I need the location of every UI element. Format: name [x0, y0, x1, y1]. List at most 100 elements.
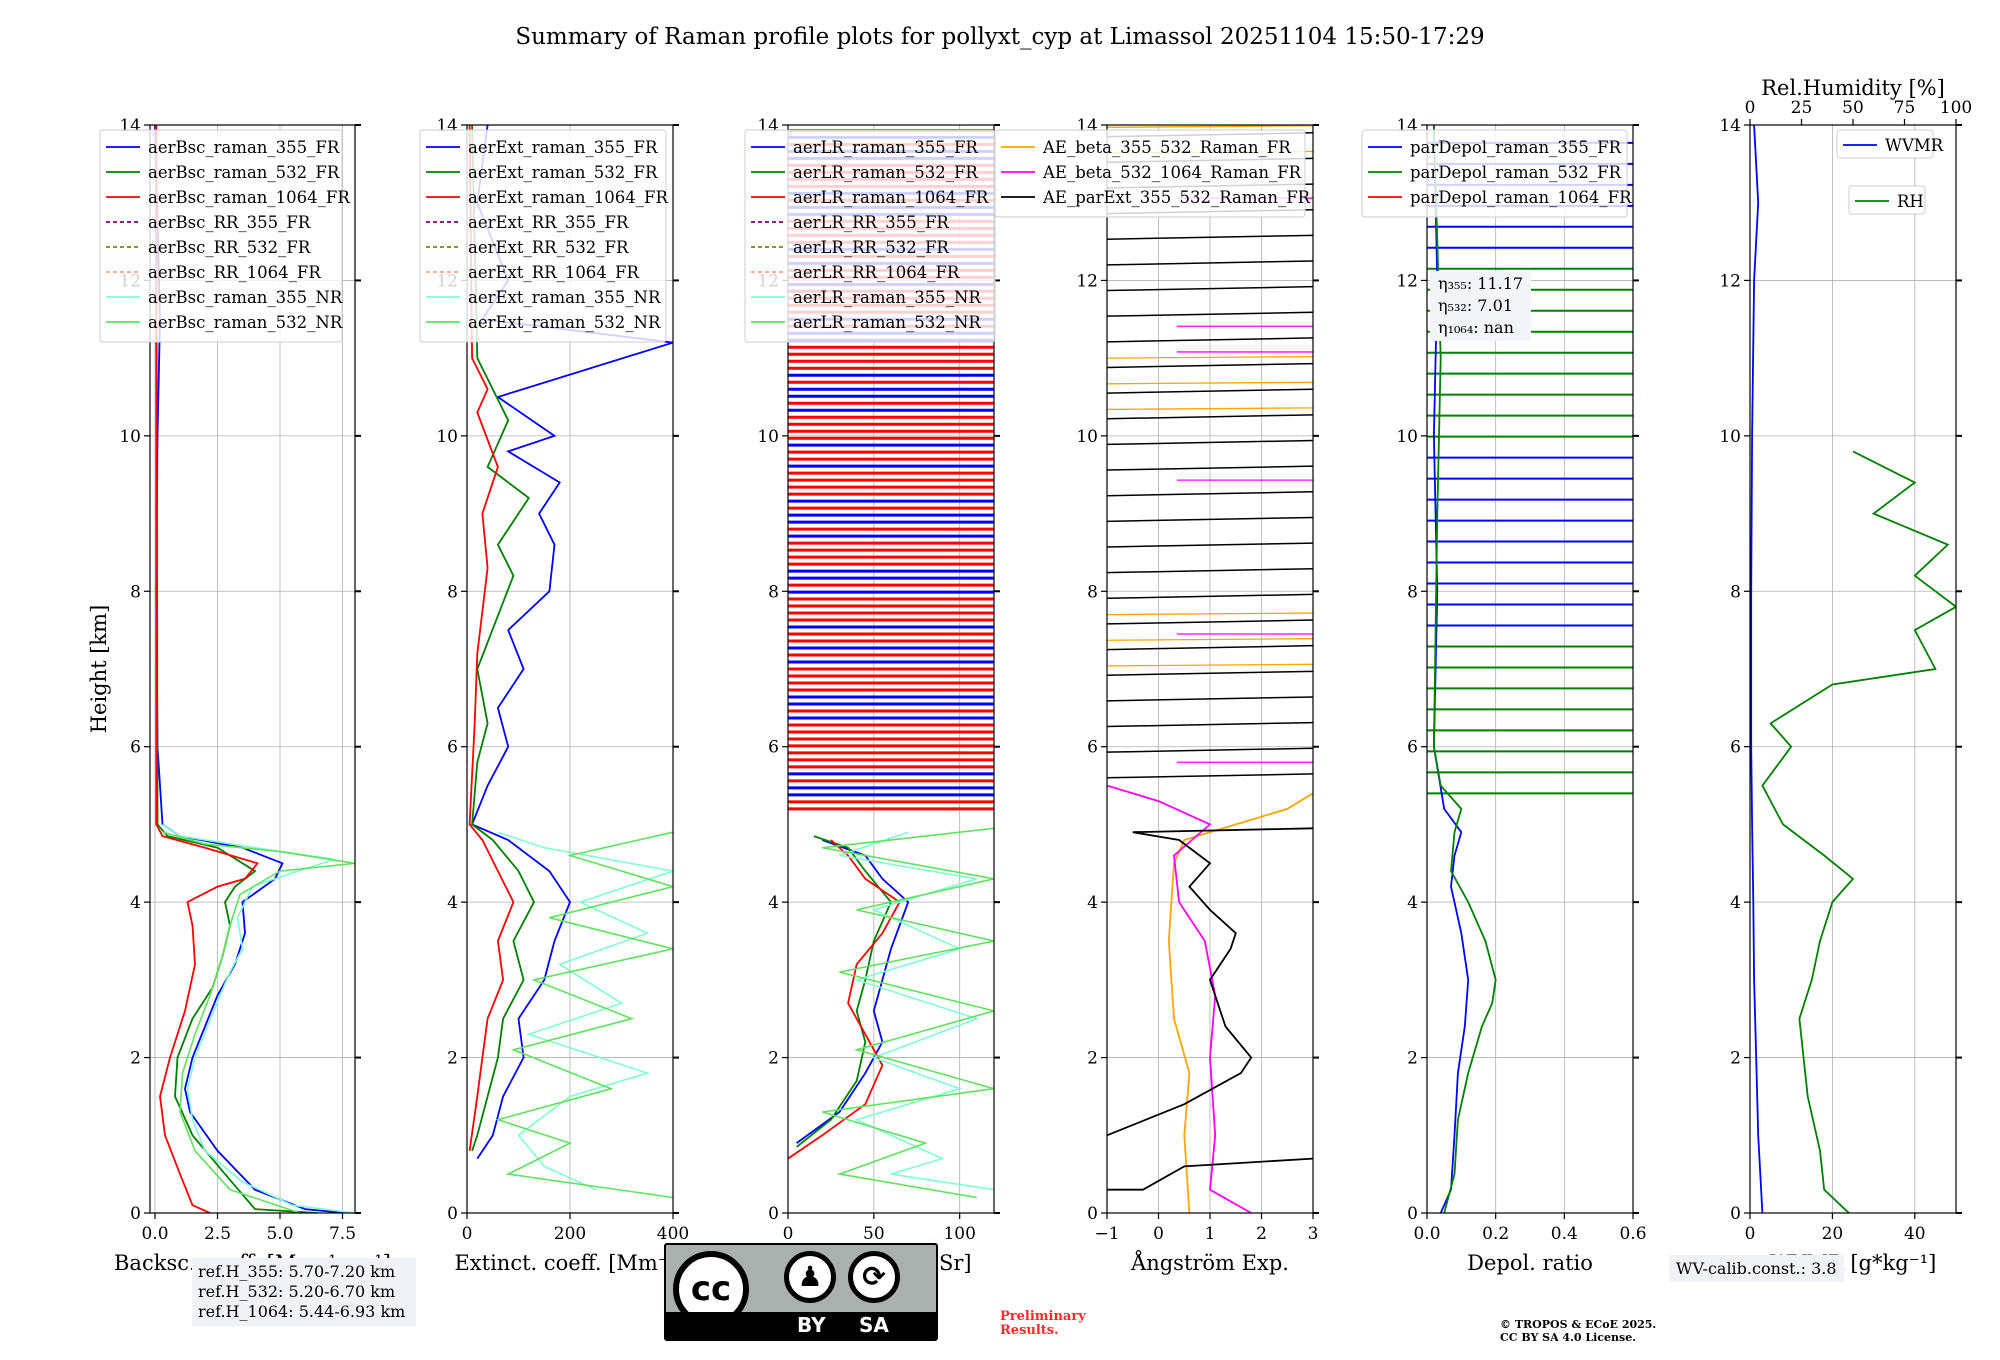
y-tick-label: 2 — [1087, 1049, 1098, 1069]
y-tick-label: 10 — [1719, 427, 1741, 447]
x-tick-label: 0.2 — [1482, 1224, 1509, 1244]
legend-entry: AE_beta_355_532_Raman_FR — [1042, 138, 1291, 157]
legend-box — [419, 129, 667, 343]
plot-frame — [149, 124, 356, 1214]
x-axis-label: Extinct. coeff. [Mm⁻¹] — [454, 1251, 685, 1275]
y-tick-label: 2 — [768, 1049, 779, 1069]
plot-frame — [787, 124, 995, 1214]
y-tick-label: 4 — [130, 893, 141, 913]
angstrom-segment — [1107, 619, 1313, 625]
x-tick-label: 3 — [1308, 1224, 1319, 1244]
series-line-aerLR_raman_355_NR — [839, 831, 994, 1191]
series-line-AE_parExt_355_532_Raman_FR — [1107, 827, 1313, 1137]
y-tick-label: 10 — [1076, 427, 1098, 447]
y-tick-label: 14 — [1719, 116, 1741, 136]
legend-box — [1836, 129, 1934, 159]
legend-entry: aerExt_raman_1064_FR — [468, 188, 668, 207]
angstrom-segment — [1107, 644, 1313, 651]
angstrom-segment — [1107, 388, 1313, 394]
legend-entry: AE_parExt_355_532_Raman_FR — [1042, 188, 1311, 207]
legend-entry: aerExt_raman_532_FR — [468, 163, 658, 182]
x-tick-label: 0 — [783, 1224, 794, 1244]
y-tick-label: 2 — [1730, 1049, 1741, 1069]
y-tick-label: 8 — [447, 582, 458, 602]
y-tick-label: 4 — [1087, 893, 1098, 913]
series-line-AE_beta_355_532_Raman_FR — [1167, 792, 1313, 1213]
angstrom-segment — [1107, 747, 1313, 753]
legend-entry: aerLR_RR_355_FR — [793, 213, 949, 232]
y-tick-label: 0 — [1407, 1204, 1418, 1224]
y-tick-label: 10 — [436, 427, 458, 447]
series-line-parDepol_raman_532_FR — [1432, 125, 1497, 1213]
plot-frame — [1749, 124, 1957, 1214]
series-line-AE_parExt_355_532_Raman_FR — [1107, 1157, 1313, 1191]
series-line-aerExt_raman_1064_FR — [468, 125, 515, 1151]
series-line-aerExt_raman_355_NR — [497, 831, 673, 1191]
y-tick-label: 8 — [1407, 582, 1418, 602]
legend-entry: aerLR_raman_532_NR — [793, 313, 981, 332]
legend-box — [99, 129, 343, 343]
y-tick-label: 8 — [1730, 582, 1741, 602]
angstrom-segment — [1107, 593, 1313, 600]
x2-tick-label: 100 — [1940, 98, 1972, 118]
series-line-aerBsc_raman_1064_FR — [155, 125, 260, 1213]
y-tick-label: 0 — [447, 1204, 458, 1224]
person-icon: ♟ — [784, 1251, 836, 1303]
y-tick-label: 12 — [1076, 271, 1098, 291]
y-tick-label: 0 — [130, 1204, 141, 1224]
legend-entry: parDepol_raman_1064_FR — [1410, 188, 1632, 207]
x-tick-label: 0.6 — [1619, 1224, 1646, 1244]
x2-tick-label: 25 — [1791, 98, 1813, 118]
legend-entry: aerLR_raman_1064_FR — [793, 188, 989, 207]
y-tick-label: 8 — [768, 582, 779, 602]
y-tick-label: 10 — [119, 427, 141, 447]
legend-entry: aerExt_raman_355_FR — [468, 138, 658, 157]
series-line-aerLR_raman_355_FR — [796, 839, 910, 1144]
legend: aerExt_raman_355_FR aerExt_raman_532_FRae… — [419, 129, 668, 343]
series-line-aerLR_raman_1064_FR — [788, 839, 901, 1160]
series-line-aerLR_raman_532_NR — [822, 827, 994, 1199]
y-tick-label: 4 — [447, 893, 458, 913]
y-tick-label: 8 — [1087, 582, 1098, 602]
x-tick-label: 0 — [1745, 1224, 1756, 1244]
angstrom-segment — [1107, 285, 1313, 292]
series-group — [468, 125, 673, 1199]
angstrom-segment — [1107, 414, 1313, 420]
series-line-aerLR_raman_532_FR — [796, 835, 893, 1148]
angstrom-segment — [1107, 381, 1313, 385]
legend-entry: aerExt_RR_532_FR — [468, 238, 629, 257]
angstrom-segment — [1107, 696, 1313, 702]
angstrom-segment — [1107, 311, 1313, 317]
legend-entry: aerLR_raman_532_FR — [793, 163, 978, 182]
legend-box — [994, 129, 1306, 218]
figure-title: Summary of Raman profile plots for polly… — [515, 24, 1484, 50]
angstrom-segment — [1107, 612, 1313, 616]
reference-height-box: ref.H_355: 5.70-7.20 km ref.H_532: 5.20-… — [192, 1258, 416, 1326]
legend: WVMR RH — [1836, 129, 1944, 215]
x-tick-label: 7.5 — [329, 1224, 356, 1244]
x-tick-label: 40 — [1904, 1224, 1926, 1244]
angstrom-segment — [1107, 362, 1313, 369]
y-tick-label: 6 — [768, 738, 779, 758]
series-line-RH — [1761, 450, 1956, 1213]
y-tick-label: 2 — [447, 1049, 458, 1069]
legend-entry: aerLR_RR_532_FR — [793, 238, 949, 257]
preliminary-line-2: Results. — [1000, 1323, 1059, 1338]
legend-box — [744, 129, 996, 343]
angstrom-segment — [1107, 234, 1313, 240]
series-group — [154, 125, 355, 1213]
x-tick-label: 2 — [1256, 1224, 1267, 1244]
eta-1064: η₁₀₆₄: nan — [1438, 318, 1514, 337]
y-tick-label: 12 — [1719, 271, 1741, 291]
legend-entry: WVMR — [1885, 136, 1944, 155]
legend-entry: aerBsc_raman_1064_FR — [148, 188, 350, 207]
y-tick-label: 4 — [1730, 893, 1741, 913]
legend-entry: aerBsc_RR_1064_FR — [148, 263, 321, 282]
series-group — [1750, 125, 1956, 1213]
legend-box — [1361, 129, 1628, 218]
angstrom-segment — [1107, 337, 1313, 343]
series-line-AE_beta_532_1064_Raman_FR — [1107, 784, 1252, 1213]
